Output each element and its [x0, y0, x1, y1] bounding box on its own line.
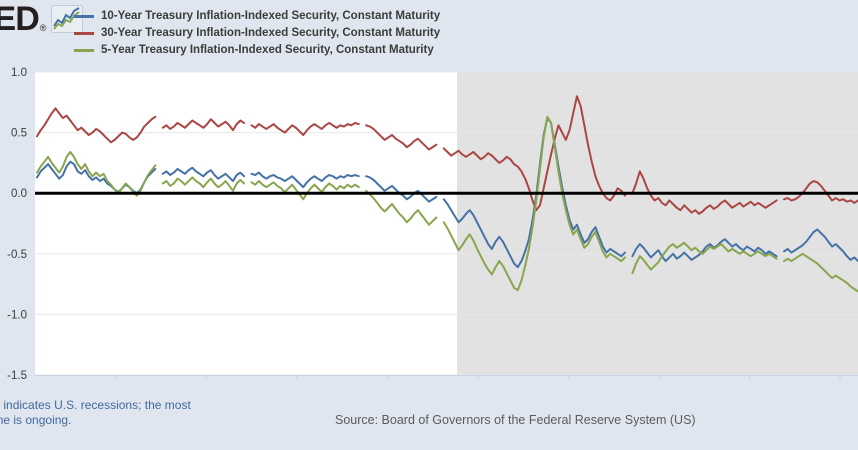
series-line	[161, 118, 246, 132]
series-line	[631, 241, 778, 275]
legend-label-30-year: 30-Year Treasury Inflation-Indexed Secur…	[101, 27, 441, 39]
y-axis-tick-label: -1.0	[7, 309, 27, 321]
plot-background-group	[35, 72, 858, 375]
series-line	[631, 170, 778, 215]
chart-plot-area[interactable]: 1.0 0.5 0.0 -0.5 -1.0 -1.5 2019-102019-112019…	[0, 62, 858, 382]
fred-wordmark: RED	[0, 0, 40, 38]
series-line	[631, 238, 778, 263]
registered-mark: ®	[39, 23, 47, 33]
y-axis-tick-label: -1.5	[7, 370, 27, 382]
series-line	[250, 171, 360, 189]
recession-note-line-2: cent one is ongoing.	[0, 413, 72, 427]
y-axis-tick-labels: 1.0 0.5 0.0 -0.5 -1.0 -1.5	[7, 67, 27, 382]
series-line	[783, 228, 858, 263]
chart-svg[interactable]: 1.0 0.5 0.0 -0.5 -1.0 -1.5 2019-102019-112019…	[0, 62, 858, 382]
legend-label-10-year: 10-Year Treasury Inflation-Indexed Secur…	[101, 10, 441, 22]
legend-item-5-year[interactable]: 5-Year Treasury Inflation-Indexed Securi…	[74, 43, 440, 58]
fred-logo[interactable]: RED ®	[0, 0, 84, 38]
series-line	[442, 95, 627, 212]
plot-bottom-border	[35, 375, 858, 376]
series-line	[161, 176, 246, 192]
source-note: Source: Board of Governors of the Federa…	[335, 413, 696, 427]
recession-shading	[457, 72, 858, 375]
chart-header: RED ® 10-Year Treasury Inflation-Indexed…	[0, 0, 858, 62]
x-axis-tick-labels: 2019-102019-112019-122020-012020-022020-…	[115, 375, 841, 379]
series-line	[36, 107, 157, 144]
series-line	[783, 252, 858, 293]
y-axis-tick-label: 0.5	[11, 128, 27, 140]
recession-note-line-1: hading indicates U.S. recessions; the mo…	[0, 398, 191, 412]
chart-footer: hading indicates U.S. recessions; the mo…	[0, 394, 858, 450]
series-line	[783, 180, 858, 204]
y-axis-tick-label: -0.5	[7, 249, 27, 261]
legend-item-30-year[interactable]: 30-Year Treasury Inflation-Indexed Secur…	[74, 26, 440, 41]
line-chart-icon	[51, 5, 84, 33]
series-line	[161, 166, 246, 183]
series-lines-group	[36, 95, 858, 293]
series-line	[365, 124, 438, 151]
legend-swatch-5-year	[74, 49, 94, 52]
recession-note: hading indicates U.S. recessions; the mo…	[0, 398, 264, 428]
legend-swatch-30-year	[74, 32, 94, 35]
series-line	[442, 115, 627, 292]
series-line	[250, 121, 360, 137]
legend-label-5-year: 5-Year Treasury Inflation-Indexed Securi…	[101, 44, 434, 56]
legend-item-10-year[interactable]: 10-Year Treasury Inflation-Indexed Secur…	[74, 9, 440, 24]
chart-legend: 10-Year Treasury Inflation-Indexed Secur…	[74, 9, 440, 60]
series-line	[365, 189, 438, 226]
legend-swatch-10-year	[74, 15, 94, 18]
y-axis-tick-label: 0.0	[11, 188, 27, 200]
y-axis-tick-label: 1.0	[11, 67, 27, 79]
series-line	[250, 180, 360, 201]
